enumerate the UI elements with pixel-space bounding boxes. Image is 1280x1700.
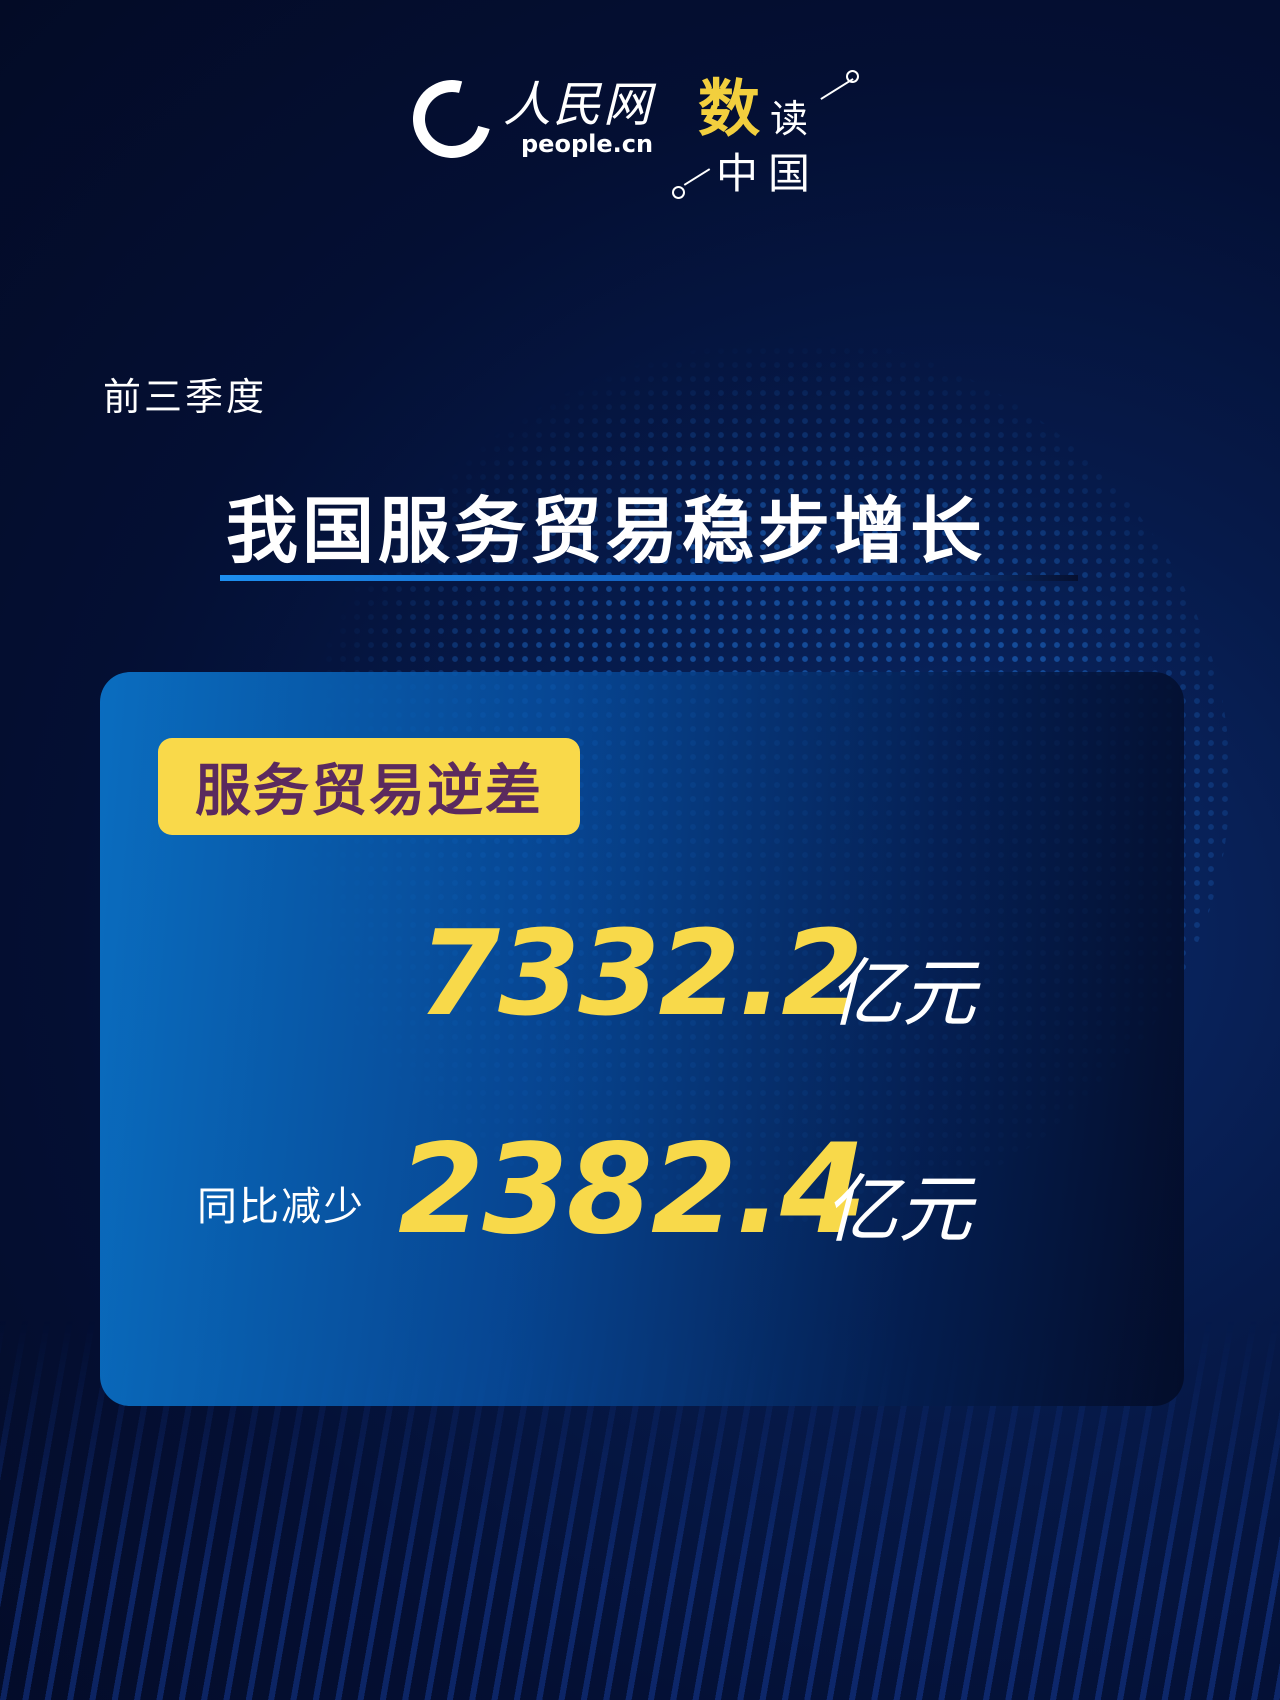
change-value: 2382.4 xyxy=(398,1118,867,1262)
logo-cn: 人民网 xyxy=(503,77,654,133)
brand-char-shu: 数 xyxy=(698,72,761,145)
change-label: 同比减少 xyxy=(197,1184,365,1230)
brand-char-du: 读 xyxy=(770,97,809,141)
people-cn-logo: 人民网 people.cn xyxy=(398,65,654,173)
page-title: 我国服务贸易稳步增长 xyxy=(226,489,987,573)
brand-line xyxy=(683,168,711,186)
brand-zhongguo: 中国 xyxy=(716,149,821,198)
deficit-unit: 亿元 xyxy=(828,951,976,1037)
stat-card: 服务贸易逆差 7332.2 亿元 同比减少 2382.4 亿元 xyxy=(100,672,1184,1406)
brand-node-icon xyxy=(672,186,685,199)
shudu-zhongguo-brand: 数 读 中国 xyxy=(672,58,860,199)
change-unit: 亿元 xyxy=(824,1167,972,1253)
stat-tag: 服务贸易逆差 xyxy=(158,738,580,835)
brand-node-icon xyxy=(846,70,859,83)
deficit-value: 7332.2 xyxy=(418,904,863,1042)
title-underline xyxy=(220,575,1078,581)
people-logo-icon xyxy=(398,65,506,173)
subtitle: 前三季度 xyxy=(103,375,268,419)
logo-en: people.cn xyxy=(521,130,654,158)
